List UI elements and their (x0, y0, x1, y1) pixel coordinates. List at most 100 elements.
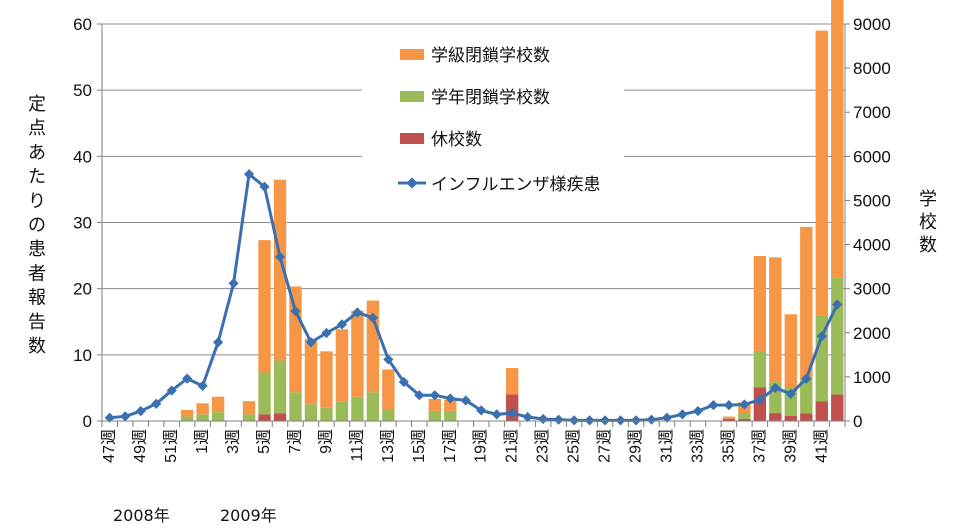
bar-segment (722, 416, 736, 419)
x-tick-label: 7週 (286, 429, 304, 454)
influenza-point (182, 373, 193, 384)
bar-segment (258, 240, 271, 373)
left-axis-title: 定点あたりの患者報告数 (28, 94, 46, 357)
bar-segment (180, 409, 194, 417)
bar-segment (428, 398, 441, 411)
influenza-point (584, 415, 595, 426)
right-axis-ticks: 0 1000 2000 3000 4000 5000 6000 7000 8000 9000 (845, 15, 891, 431)
bar-segment (320, 407, 333, 421)
legend-swatch-grade-closure (400, 91, 424, 102)
x-tick-label: 33週 (688, 429, 706, 463)
legend-swatch-school-closure (400, 133, 424, 144)
x-tick-label: 27週 (596, 429, 614, 463)
bar-segment (769, 413, 782, 421)
bar-segment (815, 401, 828, 421)
right-tick-label: 9000 (853, 15, 891, 34)
axis-title-char: 報 (28, 288, 46, 309)
bar-segment (335, 401, 349, 421)
bar-segment (196, 403, 209, 415)
axis-title-char: 学 (919, 189, 937, 210)
bar-segment (211, 396, 225, 413)
axis-title-char: の (28, 215, 46, 236)
x-tick-label: 25週 (565, 429, 583, 463)
bar-segment (304, 404, 318, 421)
bar-segment (506, 368, 519, 395)
right-tick-label: 2000 (853, 324, 891, 343)
bar-segment (800, 376, 813, 414)
bar-segment (273, 179, 287, 361)
x-axis-ticks: 47週 49週 51週 1週 3週 5週 7週 9週 11週 13週 15週 17週 19週 21週 23週… (100, 429, 830, 463)
x-tick-label: 35週 (719, 429, 737, 463)
legend-label-influenza: インフルエンザ様疾患 (431, 175, 601, 195)
x-tick-label: 1週 (193, 429, 211, 454)
legend-label-class-closure: 学級閉鎖学校数 (431, 46, 550, 66)
bar-segment (784, 314, 798, 388)
bar-segment (800, 226, 813, 377)
x-tick-label: 41週 (812, 429, 830, 463)
x-tick-label: 37週 (750, 429, 768, 463)
x-tick-label: 49週 (131, 429, 149, 463)
bar-segment (831, 394, 844, 421)
axis-title-char: 点 (28, 118, 46, 139)
influenza-point (816, 331, 827, 342)
bar-segment (738, 413, 751, 419)
bar-segment (784, 415, 798, 421)
left-tick-label: 20 (73, 280, 92, 299)
axis-title-char: 定 (28, 94, 46, 115)
bar-segment (769, 257, 782, 383)
bar-segment (831, 277, 844, 395)
bar-segment (242, 414, 256, 421)
influenza-point (615, 415, 626, 426)
influenza-point (754, 394, 765, 405)
bar-segment (444, 399, 457, 411)
left-tick-label: 50 (73, 81, 92, 100)
influenza-point (677, 409, 688, 420)
right-tick-label: 8000 (853, 59, 891, 78)
legend-label-grade-closure: 学年閉鎖学校数 (431, 88, 550, 108)
x-tick-label: 29週 (627, 429, 645, 463)
bar-segment (722, 418, 736, 421)
influenza-point (383, 354, 394, 365)
axis-title-char: り (28, 191, 46, 212)
axis-title-char: 数 (919, 235, 937, 256)
influenza-point (274, 251, 286, 262)
influenza-point (723, 400, 734, 411)
bar-segment (335, 329, 349, 402)
bar-segment (289, 286, 302, 393)
x-tick-label: 9週 (317, 429, 335, 454)
year-label-2009: 2009年 (220, 506, 277, 525)
bar-segment (382, 409, 395, 421)
bar-segment (211, 412, 225, 421)
bar-segment (351, 310, 364, 397)
x-tick-label: 11週 (348, 429, 366, 462)
x-tick-label: 31週 (657, 429, 675, 463)
x-tick-label: 13週 (379, 429, 397, 463)
legend-label-school-closure: 休校数 (431, 130, 482, 150)
influenza-point (429, 390, 440, 401)
influenza-point (646, 414, 657, 425)
bar-segment (444, 410, 457, 421)
influenza-point (599, 415, 611, 426)
influenza-point (460, 395, 471, 406)
influenza-point (367, 312, 378, 323)
left-tick-label: 0 (83, 412, 92, 431)
right-tick-label: 1000 (853, 368, 891, 387)
bar-segment (180, 416, 194, 421)
bar-segment (196, 414, 209, 421)
influenza-point (507, 407, 518, 419)
x-tick-label: 51週 (162, 429, 180, 463)
left-tick-label: 40 (73, 147, 92, 166)
bar-segment (815, 30, 828, 316)
influenza-point (120, 411, 131, 422)
influenza-point (166, 385, 177, 396)
axis-title-char: 告 (28, 312, 46, 333)
right-tick-label: 7000 (853, 103, 891, 122)
bar-segment (304, 338, 318, 405)
bar-segment (800, 413, 813, 421)
x-tick-label: 47週 (100, 429, 118, 463)
influenza-point (445, 393, 456, 404)
bar-segment (320, 351, 333, 408)
bar-segment (273, 360, 287, 414)
influenza-point (290, 306, 301, 317)
legend: 学級閉鎖学校数 学年閉鎖学校数 休校数 インフルエンザ様疾患 (362, 38, 624, 208)
